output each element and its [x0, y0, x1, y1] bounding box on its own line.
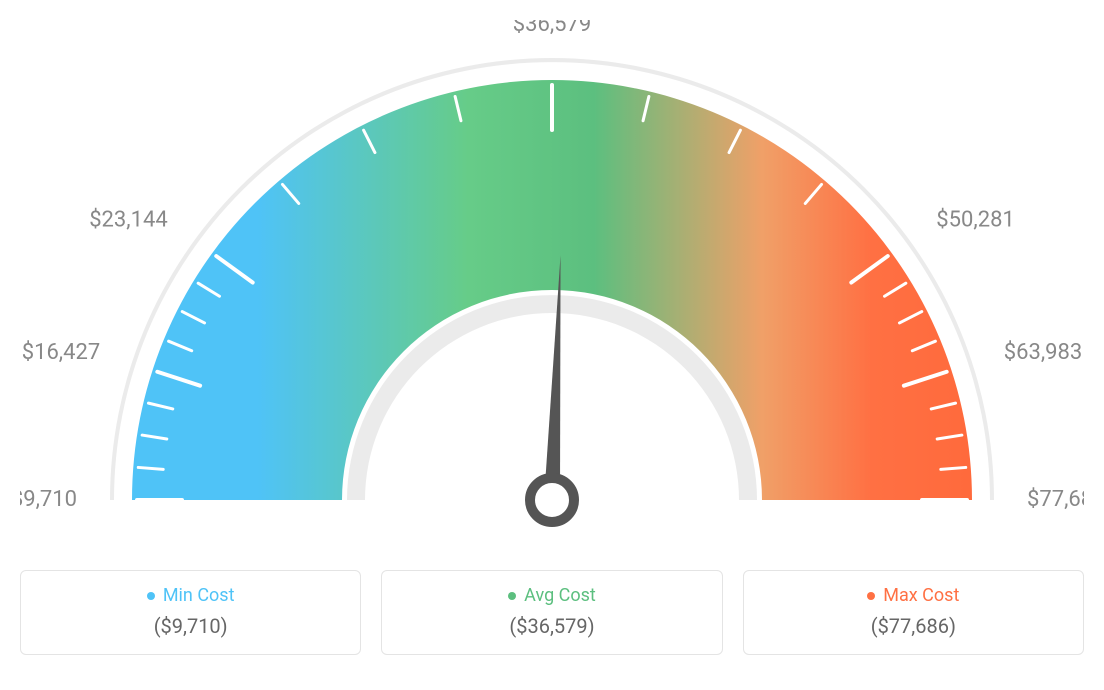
- legend-label-row: Avg Cost: [508, 585, 596, 606]
- cost-gauge-chart: $9,710 $16,427 $23,144 $36,579 $50,281 $63,98…: [20, 20, 1084, 560]
- gauge-tick-label: $23,144: [89, 208, 168, 233]
- legend-label: Avg Cost: [524, 585, 596, 606]
- legend-card: Min Cost ($9,710): [20, 570, 361, 655]
- gauge-tick-label: $77,686: [1027, 487, 1084, 512]
- gauge-tick-label: $36,579: [513, 20, 592, 37]
- legend-label: Max Cost: [883, 585, 959, 606]
- legend-card: Avg Cost ($36,579): [381, 570, 722, 655]
- legend-card: Max Cost ($77,686): [743, 570, 1084, 655]
- legend-value: ($9,710): [154, 614, 228, 638]
- gauge-tick-label: $9,710: [20, 487, 77, 512]
- legend-label: Min Cost: [163, 585, 235, 606]
- legend-value: ($77,686): [871, 614, 956, 638]
- legend-value: ($36,579): [509, 614, 594, 638]
- legend-dot-icon: [508, 592, 516, 600]
- legend-label-row: Max Cost: [867, 585, 959, 606]
- legend-row: Min Cost ($9,710) Avg Cost ($36,579) Max Cos…: [20, 570, 1084, 655]
- gauge-tick-label: $16,427: [22, 340, 101, 365]
- gauge-tick-label: $50,281: [936, 208, 1015, 233]
- legend-dot-icon: [147, 592, 155, 600]
- gauge-svg: $9,710 $16,427 $23,144 $36,579 $50,281 $63,98…: [20, 20, 1084, 560]
- gauge-needle-hub: [530, 478, 574, 522]
- legend-dot-icon: [867, 592, 875, 600]
- gauge-tick-label: $63,983: [1004, 340, 1083, 365]
- gauge-needle: [544, 255, 561, 500]
- legend-label-row: Min Cost: [147, 585, 235, 606]
